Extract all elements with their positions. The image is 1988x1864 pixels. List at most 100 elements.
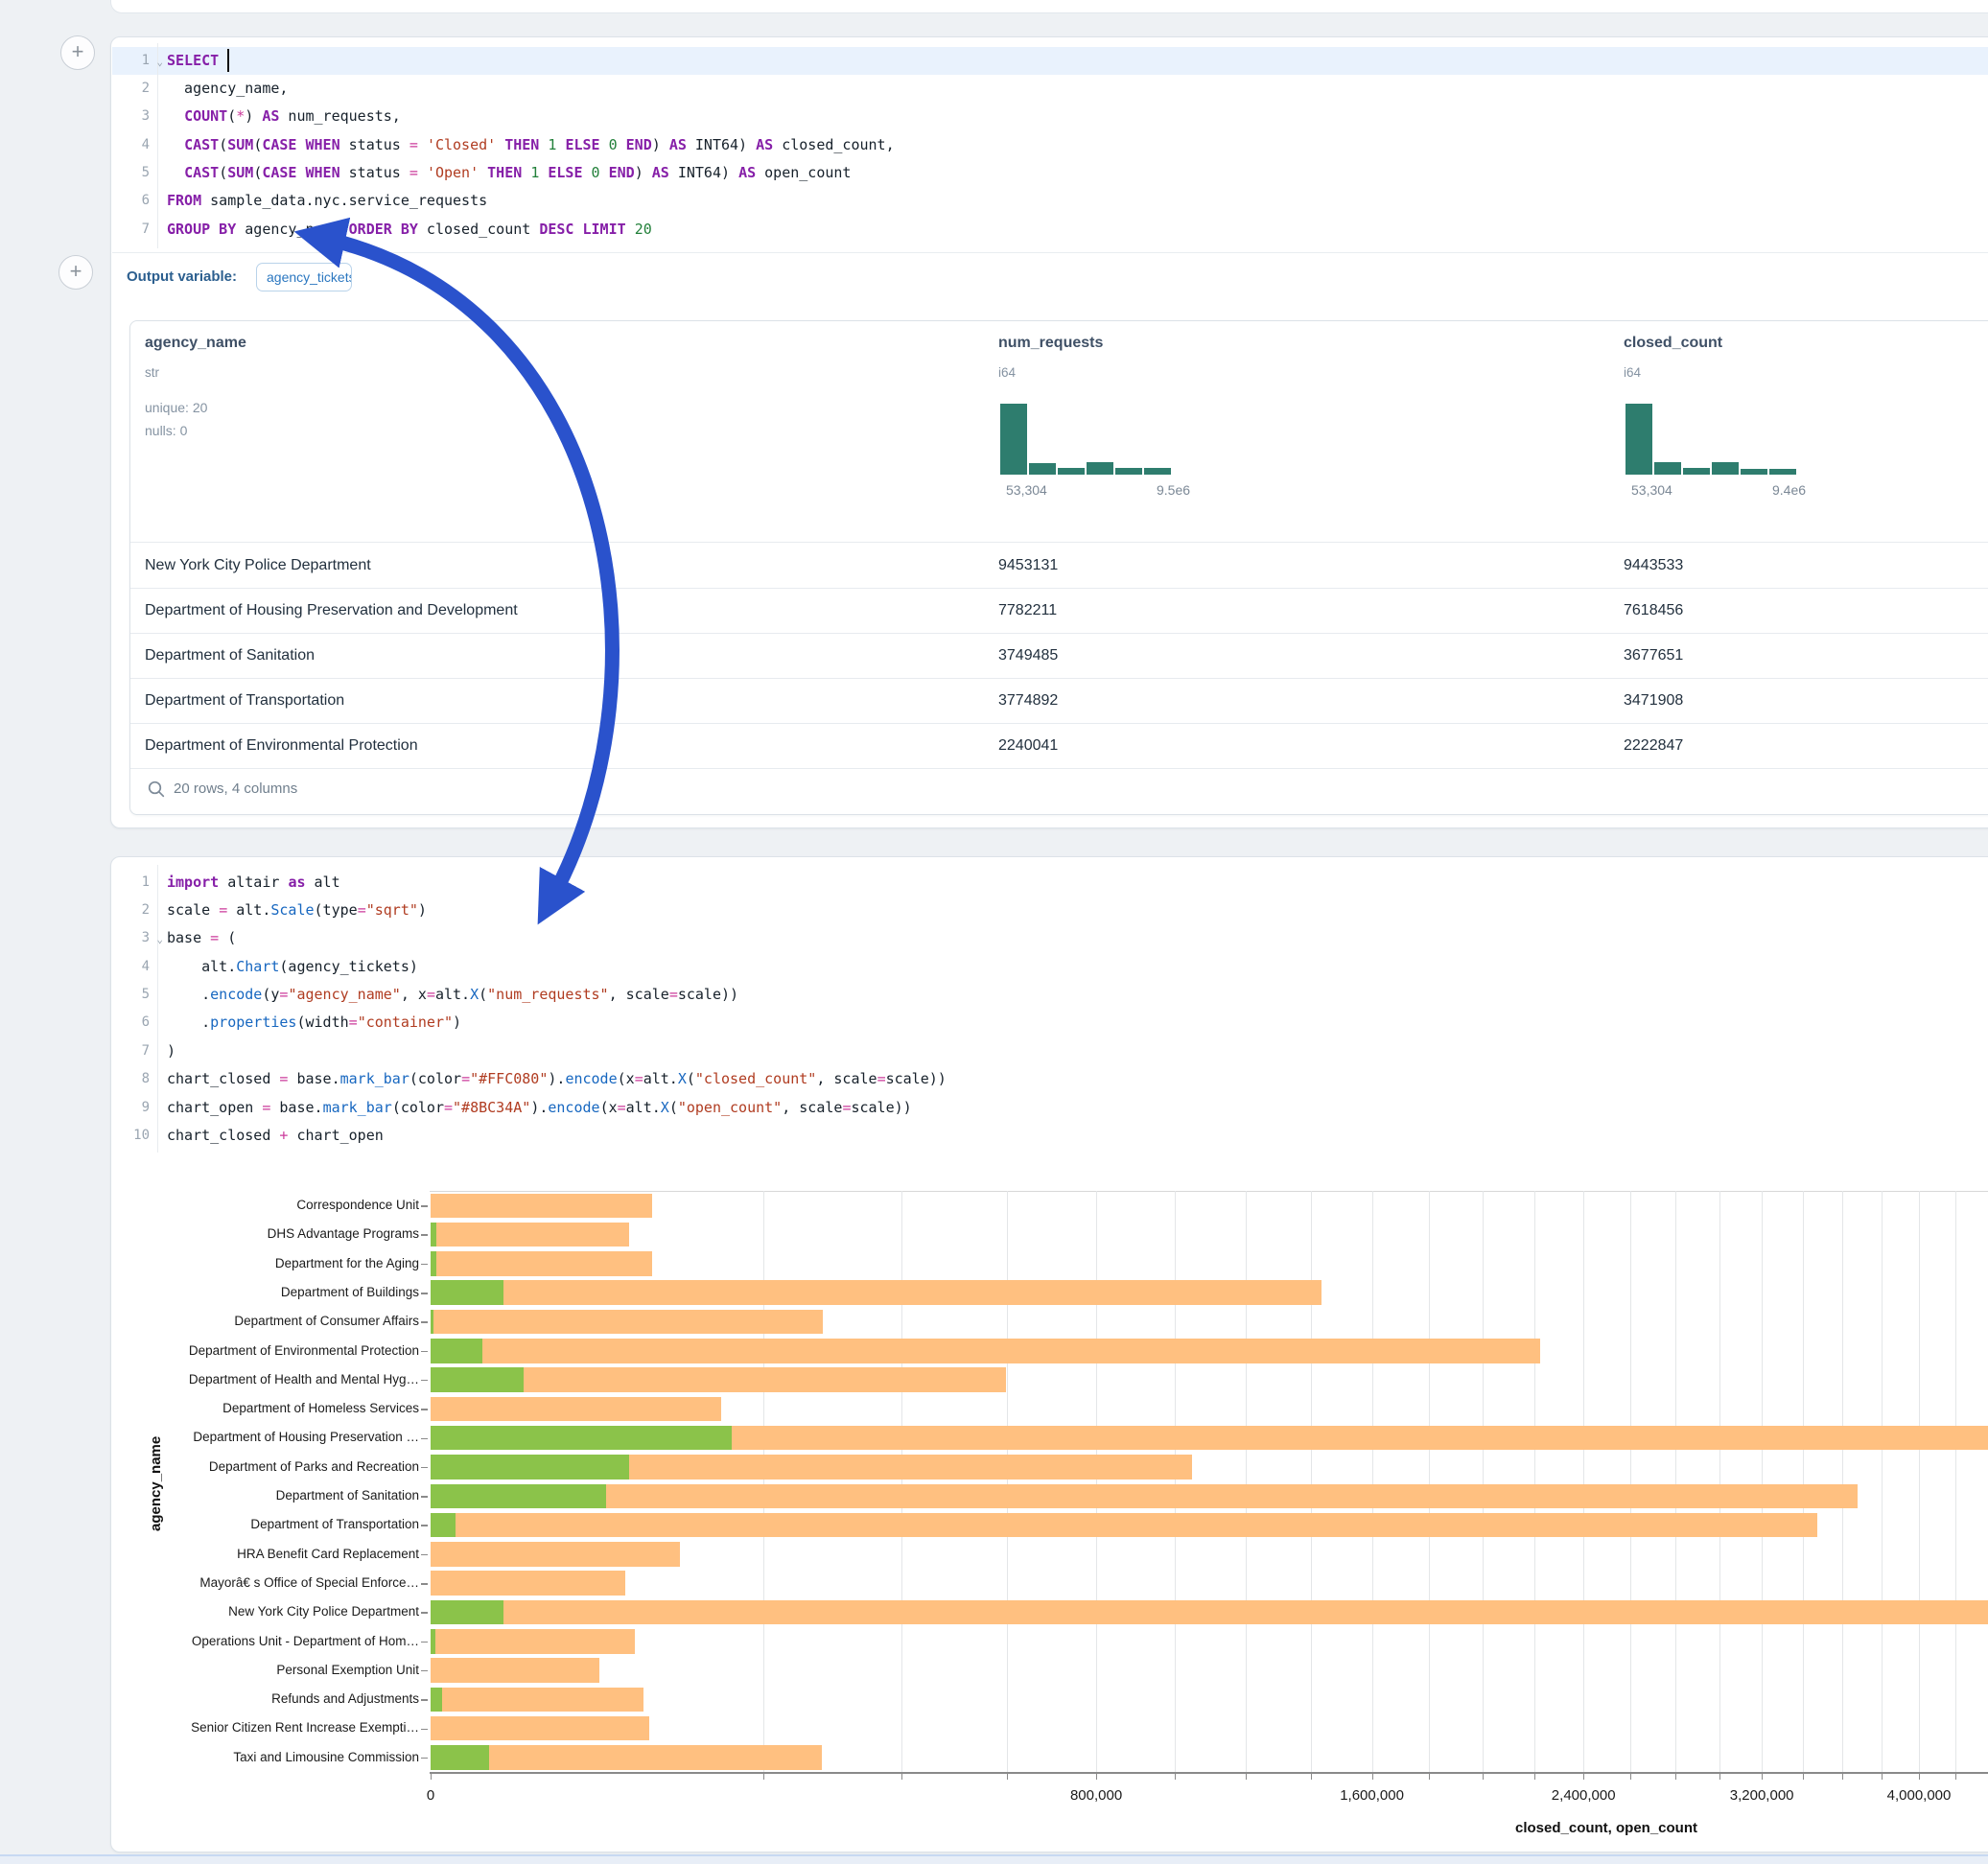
x-axis-tick bbox=[1175, 1773, 1176, 1780]
bar-open-count bbox=[431, 1687, 443, 1713]
x-axis-tick bbox=[1762, 1773, 1764, 1780]
x-axis-tick bbox=[1955, 1773, 1957, 1780]
bar-open-count bbox=[431, 1222, 436, 1247]
cell-num-requests: 3774892 bbox=[998, 692, 1059, 709]
y-axis-label: HRA Benefit Card Replacement bbox=[237, 1546, 419, 1561]
column-stat-nulls: nulls: 0 bbox=[145, 423, 188, 438]
y-axis-label: Department of Housing Preservation … bbox=[193, 1430, 419, 1445]
x-axis-tick bbox=[1096, 1773, 1098, 1780]
y-axis-tick bbox=[421, 1350, 428, 1353]
line-number: 5 bbox=[141, 987, 150, 1003]
sql-code-editor[interactable]: SELECT agency_name, COUNT(*) AS num_requ… bbox=[167, 47, 895, 245]
add-cell-button-top[interactable]: + bbox=[60, 35, 95, 70]
bar-closed-count bbox=[431, 1512, 1817, 1538]
y-axis-tick bbox=[421, 1379, 428, 1382]
code-line: ) bbox=[167, 1041, 176, 1060]
gridline bbox=[1096, 1191, 1098, 1772]
histogram-bar bbox=[1654, 462, 1681, 475]
column-header-closed-count: closed_count bbox=[1624, 335, 1723, 351]
y-axis-tick bbox=[421, 1553, 428, 1556]
search-icon[interactable] bbox=[147, 780, 166, 799]
gridline bbox=[1762, 1191, 1764, 1772]
y-axis-label: Department of Sanitation bbox=[275, 1488, 419, 1503]
code-line: .properties(width="container") bbox=[167, 1014, 462, 1032]
plot-top-border bbox=[430, 1191, 1988, 1192]
collapse-chevron-icon[interactable]: ⌄ bbox=[156, 55, 163, 68]
cell-agency-name: New York City Police Department bbox=[145, 557, 371, 573]
bar-closed-count bbox=[431, 1280, 1322, 1305]
num-requests-histogram bbox=[1000, 404, 1171, 475]
output-variable-pill[interactable]: agency_tickets bbox=[256, 263, 352, 291]
x-axis-tick-label: 800,000 bbox=[1069, 1787, 1123, 1804]
cell-num-requests: 7782211 bbox=[998, 602, 1058, 618]
active-line-highlight bbox=[112, 46, 1988, 75]
x-axis-tick bbox=[1429, 1773, 1431, 1780]
bar-open-count bbox=[431, 1629, 435, 1654]
y-axis-label: Mayorâ€ s Office of Special Enforce… bbox=[199, 1574, 419, 1590]
collapse-chevron-icon[interactable]: ⌄ bbox=[156, 933, 163, 946]
bar-open-count bbox=[431, 1367, 524, 1392]
table-row[interactable]: Department of Environmental Protection 22… bbox=[130, 723, 1988, 769]
gridline bbox=[1483, 1191, 1485, 1772]
bar-closed-count bbox=[431, 1193, 652, 1218]
code-line: import altair as alt bbox=[167, 873, 340, 891]
y-axis-tick bbox=[421, 1583, 428, 1585]
x-axis-tick bbox=[1311, 1773, 1313, 1780]
table-row[interactable]: New York City Police Department 9453131 94… bbox=[130, 543, 1988, 589]
code-line: agency_name, bbox=[167, 79, 289, 97]
y-axis-tick bbox=[421, 1669, 428, 1672]
code-line: base = ( bbox=[167, 929, 237, 947]
cell-divider bbox=[112, 252, 1988, 253]
code-line: chart_open = base.mark_bar(color="#8BC34… bbox=[167, 1098, 912, 1116]
histogram-bar bbox=[1712, 462, 1739, 475]
histogram-bar bbox=[1087, 462, 1113, 475]
cell-closed-count: 9443533 bbox=[1624, 557, 1684, 573]
code-line: FROM sample_data.nyc.service_requests bbox=[167, 192, 488, 210]
cell-num-requests: 3749485 bbox=[998, 647, 1059, 664]
x-axis-tick bbox=[1371, 1773, 1373, 1780]
table-row[interactable]: Department of Housing Preservation and D… bbox=[130, 588, 1988, 634]
bar-closed-count bbox=[431, 1687, 643, 1713]
bar-closed-count bbox=[431, 1599, 1988, 1625]
add-cell-button-below-sql[interactable]: + bbox=[58, 255, 93, 290]
bar-open-count bbox=[431, 1483, 606, 1508]
cell-closed-count: 7618456 bbox=[1624, 602, 1684, 618]
gridline bbox=[1842, 1191, 1844, 1772]
table-row[interactable]: Department of Transportation 3774892 34719… bbox=[130, 678, 1988, 724]
y-axis-label: Personal Exemption Unit bbox=[276, 1662, 419, 1677]
histogram-bar bbox=[1741, 469, 1767, 475]
histogram-bar bbox=[1058, 468, 1085, 475]
x-axis-tick bbox=[1802, 1773, 1804, 1780]
bar-closed-count bbox=[431, 1396, 721, 1422]
python-code-editor[interactable]: import altair as alt scale = alt.Scale(ty… bbox=[167, 869, 947, 1151]
y-axis-label: Department of Transportation bbox=[250, 1517, 419, 1532]
gridline bbox=[1429, 1191, 1431, 1772]
line-number: 5 bbox=[141, 165, 150, 181]
code-line: COUNT(*) AS num_requests, bbox=[184, 107, 401, 126]
line-number: 6 bbox=[141, 193, 150, 209]
code-line: chart_closed = base.mark_bar(color="#FFC… bbox=[167, 1070, 947, 1088]
bar-closed-count bbox=[431, 1339, 1540, 1363]
code-line: .encode(y="agency_name", x=alt.X("num_re… bbox=[167, 986, 739, 1004]
bar-closed-count bbox=[431, 1367, 1007, 1392]
column-header-num-requests: num_requests bbox=[998, 335, 1104, 351]
line-number: 8 bbox=[141, 1071, 150, 1087]
y-axis-tick bbox=[421, 1234, 428, 1236]
bar-closed-count bbox=[431, 1222, 630, 1247]
histogram-bar bbox=[1144, 468, 1171, 475]
cell-agency-name: Department of Housing Preservation and D… bbox=[145, 602, 518, 618]
histogram-bar bbox=[1625, 404, 1652, 475]
line-number: 1 ⌄ bbox=[111, 47, 163, 75]
bar-closed-count bbox=[431, 1251, 652, 1276]
previous-cell-edge bbox=[110, 0, 1988, 13]
bar-open-count bbox=[431, 1512, 456, 1538]
x-axis-tick bbox=[1533, 1773, 1535, 1780]
y-axis-label: Senior Citizen Rent Increase Exempti… bbox=[191, 1720, 419, 1736]
gridline bbox=[1630, 1191, 1632, 1772]
cell-closed-count: 3471908 bbox=[1624, 692, 1684, 709]
gridline bbox=[1802, 1191, 1804, 1772]
table-row[interactable]: Department of Sanitation 3749485 3677651 bbox=[130, 633, 1988, 679]
num-requests-hist-min: 53,304 bbox=[1006, 482, 1047, 498]
gridline bbox=[1533, 1191, 1535, 1772]
